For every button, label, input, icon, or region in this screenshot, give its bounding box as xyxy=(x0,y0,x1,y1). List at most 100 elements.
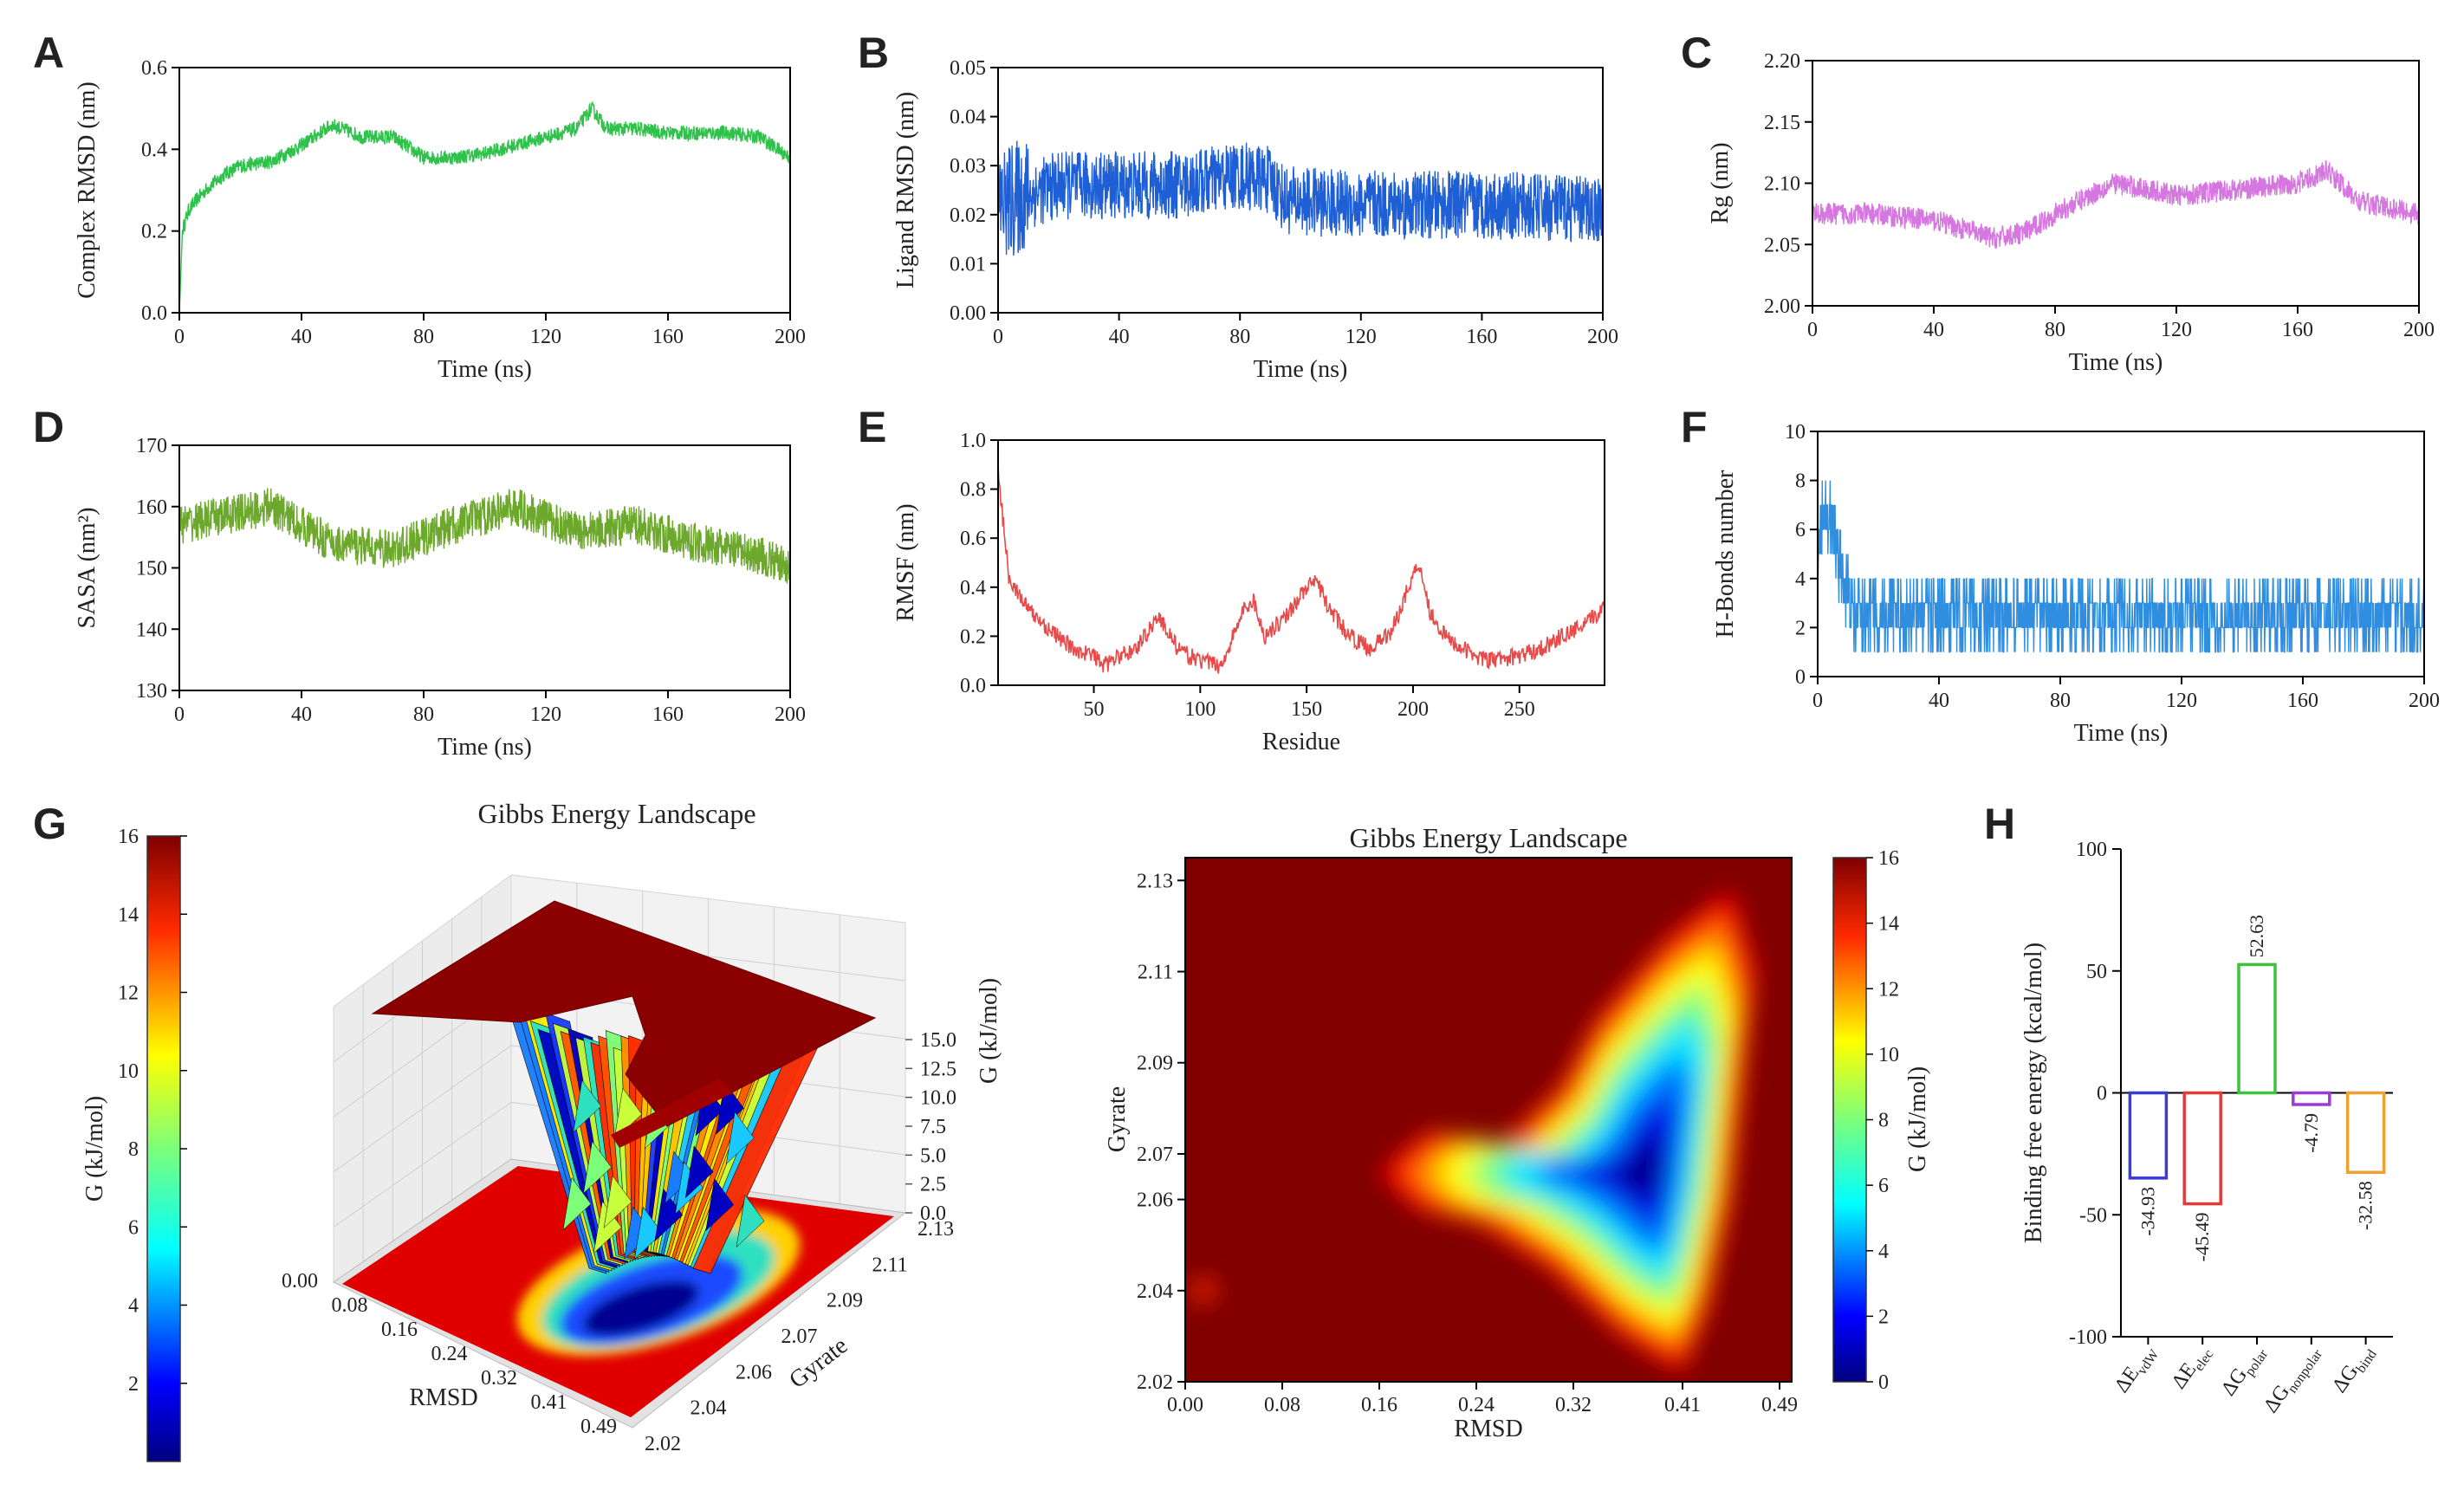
y-tick-label: 6 xyxy=(1795,519,1806,541)
series-line-f xyxy=(1817,480,2425,653)
heatmap-x-tick-label: 0.08 xyxy=(1264,1394,1300,1416)
wall-grid-line xyxy=(333,1101,512,1228)
bar-vdW xyxy=(2128,1091,2169,1180)
surface-z-tick-label: 0.0 xyxy=(920,1202,946,1225)
y-tick-label: 4 xyxy=(1795,568,1806,591)
x-tick-label: 200 xyxy=(775,703,806,726)
bar-value-label: -34.93 xyxy=(2137,1187,2158,1236)
surface-facet xyxy=(654,1188,684,1242)
x-tick-label: 80 xyxy=(1229,326,1250,348)
x-tick-label: 0 xyxy=(1812,690,1823,712)
surface-z-tick-label: 10.0 xyxy=(920,1087,956,1110)
series-line-c xyxy=(1812,159,2420,250)
panel-label-c: C xyxy=(1681,29,1712,77)
panel-label-a: A xyxy=(33,29,64,77)
category-subscript: polar xyxy=(2242,1346,2271,1378)
panel-g-3d-surface: Gibbs Energy Landscape 0.00 0.08 0.16 0.24 0… xyxy=(282,798,1002,1455)
bar-y-tick-label: -100 xyxy=(2069,1326,2107,1349)
surface-title: Gibbs Energy Landscape xyxy=(477,798,755,829)
x-tick-label: 160 xyxy=(2287,690,2318,712)
bar-y-tick-label: 100 xyxy=(2076,839,2107,861)
surface-y-tick-label: 2.13 xyxy=(918,1218,954,1241)
category-subscript: nonpolar xyxy=(2285,1346,2325,1396)
colorbar-3d-tick-label: 12 xyxy=(118,982,139,1005)
y-tick-label: 0.8 xyxy=(960,479,986,502)
heatmap-y-label: Gyrate xyxy=(1104,1086,1131,1152)
bar-y-tick-label: 50 xyxy=(2086,961,2107,983)
y-tick-label: 0.4 xyxy=(960,577,986,599)
heatmap-x-tick-label: 0.24 xyxy=(1458,1394,1495,1416)
heatmap-contour xyxy=(1608,1132,1662,1201)
surface-x-tick-label: 0.24 xyxy=(431,1343,468,1365)
bar-category-label: ΔGpolar xyxy=(2217,1340,2272,1403)
x-tick-label: 80 xyxy=(413,703,434,726)
x-tick-label: 40 xyxy=(1923,319,1944,341)
surface-z-label: G (kJ/mol) xyxy=(976,978,1002,1084)
x-tick-label: 160 xyxy=(2282,319,2313,341)
panel-label-e: E xyxy=(858,403,886,451)
x-tick-label: 160 xyxy=(652,326,684,348)
y-tick-label: 0.6 xyxy=(960,528,986,550)
x-tick-label: 40 xyxy=(1109,326,1130,348)
y-axis-label: Complex RMSD (nm) xyxy=(74,81,101,298)
y-tick-label: 0.0 xyxy=(960,675,986,697)
heatmap-x-tick-label: 0.41 xyxy=(1664,1394,1701,1416)
surface-facet xyxy=(684,1145,714,1199)
y-tick-label: 140 xyxy=(136,619,167,641)
plot-frame xyxy=(178,444,791,691)
x-tick-label: 100 xyxy=(1184,698,1216,721)
colorbar-3d-tick-label: 2 xyxy=(128,1373,139,1396)
panel-g-3d-colorbar: 2 4 6 8 10 12 14 16 G (kJ/mol) xyxy=(81,826,187,1462)
heatmap-frame xyxy=(1184,857,1793,1383)
colorbar-2d-tick-label: 12 xyxy=(1878,978,1899,1001)
colorbar-2d-tick-label: 6 xyxy=(1878,1175,1889,1197)
surface-x-label: RMSD xyxy=(409,1384,477,1411)
series-line-d xyxy=(178,488,791,584)
x-tick-label: 250 xyxy=(1504,698,1535,721)
surface-y-tick-label: 2.07 xyxy=(781,1325,818,1348)
x-axis-label: Time (ns) xyxy=(2069,349,2163,376)
bar-category-label: ΔGnonpolar xyxy=(2260,1340,2325,1419)
x-tick-label: 40 xyxy=(1929,690,1949,712)
bar-bind xyxy=(2345,1091,2386,1174)
x-tick-label: 0 xyxy=(1807,319,1818,341)
surface-x-tick-label: 0.32 xyxy=(481,1367,517,1390)
x-tick-label: 0 xyxy=(993,326,1003,348)
y-tick-label: 0.02 xyxy=(950,204,986,227)
x-axis-label: Time (ns) xyxy=(438,356,532,383)
x-tick-label: 120 xyxy=(2166,690,2197,712)
y-axis-label: SASA (nm²) xyxy=(74,508,101,629)
heatmap-y-tick-label: 2.07 xyxy=(1137,1144,1173,1166)
x-tick-label: 150 xyxy=(1291,698,1322,721)
bar-value-label: -4.79 xyxy=(2300,1113,2322,1153)
y-tick-label: 2.05 xyxy=(1764,234,1800,256)
surface-y-tick-label: 2.11 xyxy=(872,1254,908,1276)
surface-facet xyxy=(603,1175,632,1228)
heatmap-y-tick-label: 2.02 xyxy=(1137,1371,1173,1394)
surface-y-tick-label: 2.09 xyxy=(827,1290,863,1312)
bar-polar xyxy=(2237,962,2277,1095)
x-tick-label: 120 xyxy=(530,703,561,726)
bar-value-label: 52.63 xyxy=(2246,915,2267,958)
x-tick-label: 120 xyxy=(2161,319,2192,341)
colorbar-3d-tick-label: 10 xyxy=(118,1060,139,1083)
heatmap-x-tick-label: 0.00 xyxy=(1167,1394,1203,1416)
surface-z-tick-label: 2.5 xyxy=(920,1174,946,1196)
surface-y-tick-label: 2.02 xyxy=(645,1433,681,1455)
x-tick-label: 200 xyxy=(1587,326,1618,348)
plot-frame xyxy=(1817,431,2425,677)
colorbar-2d-tick-label: 16 xyxy=(1878,847,1899,870)
colorbar-2d-tick-label: 0 xyxy=(1878,1371,1889,1394)
surface-facet xyxy=(725,1111,755,1165)
x-axis-label: Residue xyxy=(1262,729,1340,755)
x-tick-label: 200 xyxy=(1397,698,1429,721)
colorbar-3d-tick-label: 6 xyxy=(128,1216,139,1239)
y-tick-label: 0.4 xyxy=(141,139,167,161)
plot-frame xyxy=(997,67,1604,314)
colorbar-3d-tick-label: 16 xyxy=(118,826,139,848)
colorbar-2d-label: G (kJ/mol) xyxy=(1904,1066,1931,1172)
bar-y-tick-label: 0 xyxy=(2097,1083,2107,1105)
heatmap-x-tick-label: 0.16 xyxy=(1361,1394,1397,1416)
panel-a-complex-rmsd: 0 40 80 120 160 200 0.0 0.2 0.4 0.6 Time (ns) Compl… xyxy=(74,57,806,383)
heatmap-contour xyxy=(1191,1278,1216,1303)
